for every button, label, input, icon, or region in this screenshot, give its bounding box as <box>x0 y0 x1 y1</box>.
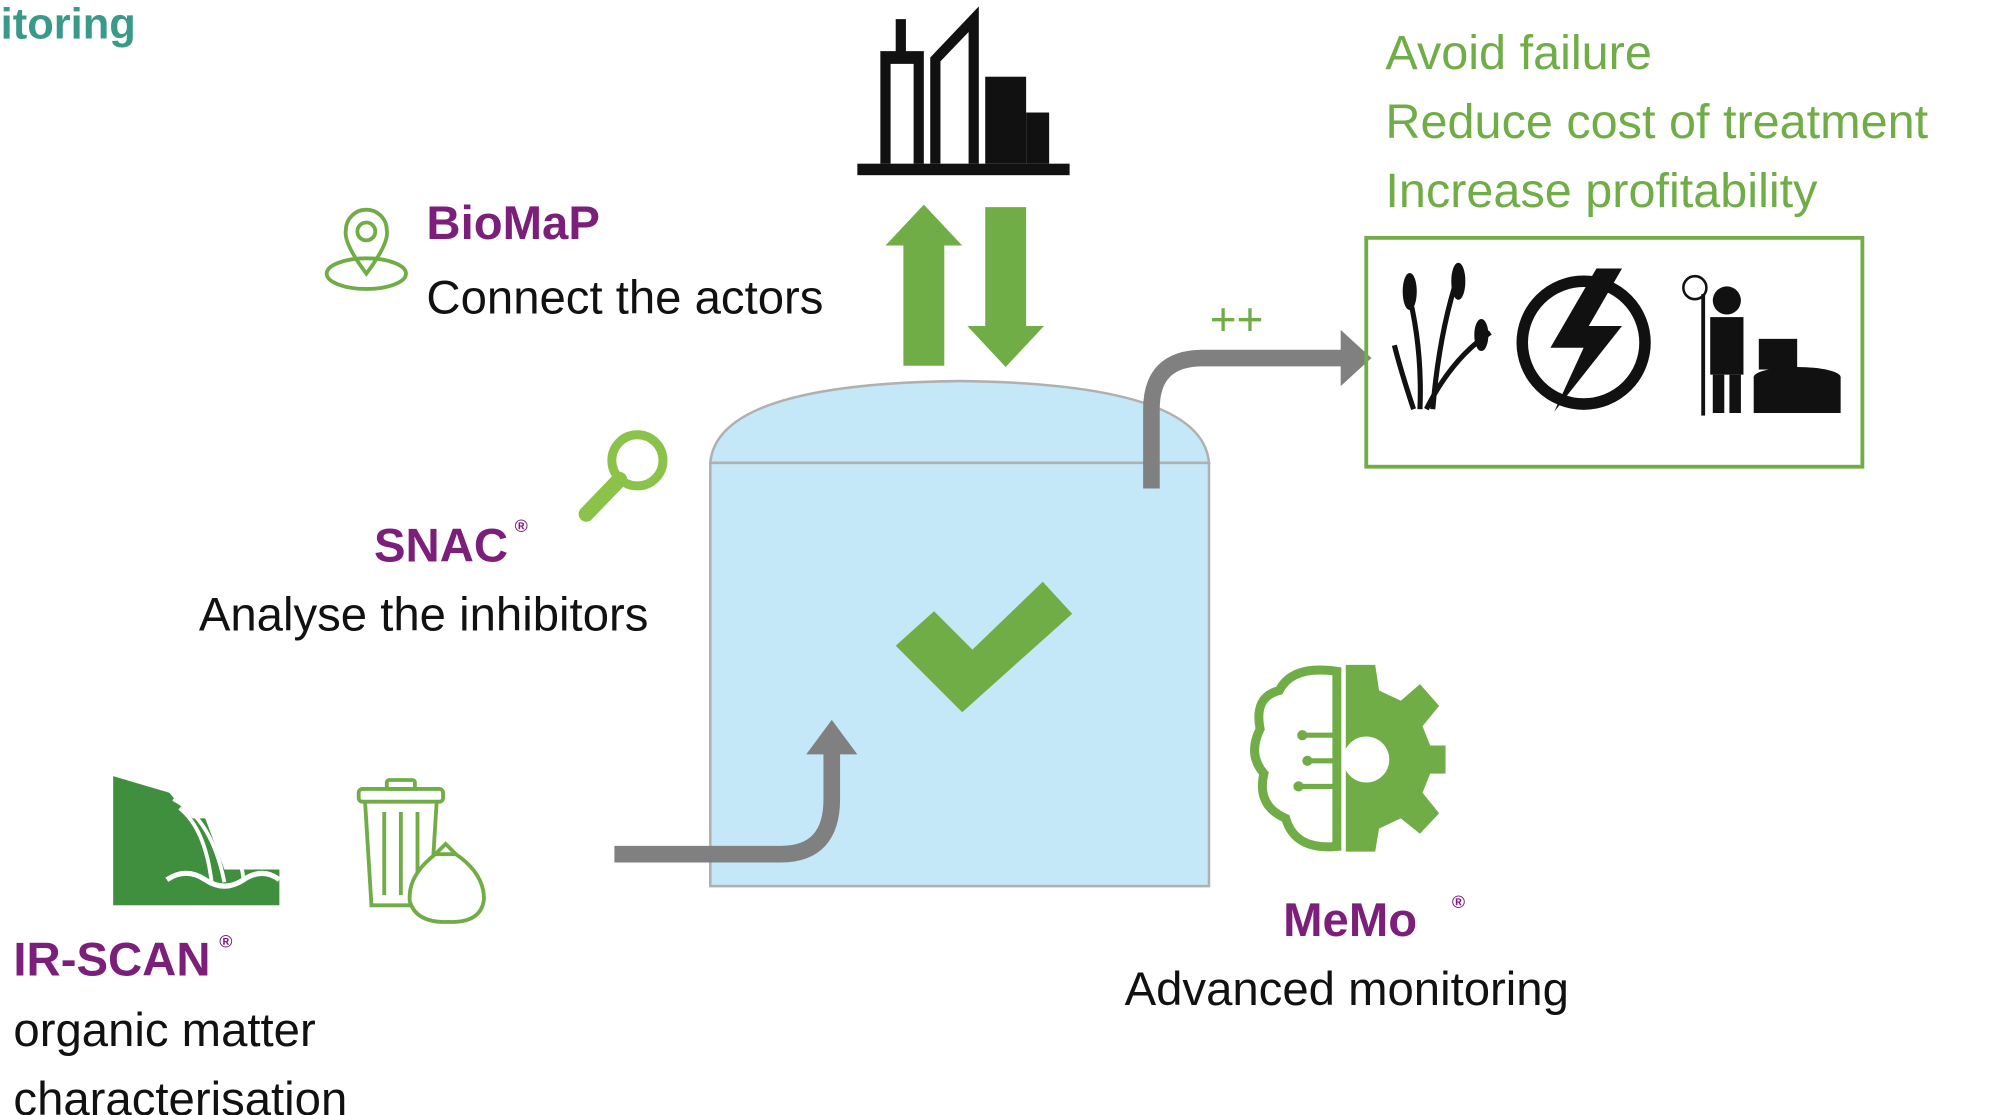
location-icon-part <box>357 222 375 240</box>
benefit-box-part-part <box>1403 274 1416 310</box>
magnifier-icon <box>586 435 663 514</box>
benefit-box-part-part <box>1701 294 1705 415</box>
benefit-box-part-part <box>1729 375 1741 413</box>
tool-description: Connect the actors <box>426 271 823 324</box>
tool-description: Analyse the inhibitors <box>199 588 649 641</box>
tool-name: MeMo <box>1283 894 1417 947</box>
brain-gear-icon-part <box>1297 730 1307 740</box>
registered-mark: ® <box>515 516 528 536</box>
page: {"header": {"title": "itoring"}, "benefi… <box>0 0 1996 1115</box>
exchange-arrows <box>885 205 1044 367</box>
brain-gear-icon-part <box>1302 756 1312 766</box>
benefit: Avoid failure <box>1385 26 1651 80</box>
benefit-box <box>1366 238 1862 467</box>
exchange-arrows-part <box>885 205 962 366</box>
factory-icon-part <box>880 19 923 163</box>
benefit-box-part <box>1394 263 1490 409</box>
benefit-box-part <box>1683 276 1706 299</box>
benefit-box-part-part <box>1713 286 1741 314</box>
diagram: itoring ++ Avoid failure Reduce cost of … <box>0 0 1996 1115</box>
outfall-icon-part <box>113 776 279 905</box>
digester-tank-part <box>710 381 1209 463</box>
brain-gear-icon <box>1255 665 1446 852</box>
tool-name: BioMaP <box>426 197 599 250</box>
trash-icon-part <box>359 789 443 802</box>
digester-tank <box>710 381 1209 886</box>
trash-icon <box>359 780 484 922</box>
brain-gear-icon-part <box>1293 781 1303 791</box>
factory-icon-part <box>1026 113 1049 164</box>
tool-description: organic matter <box>13 1004 315 1057</box>
page-title: itoring <box>1 0 136 48</box>
tool-description: characterisation <box>13 1073 347 1115</box>
benefit-box-part-part <box>1710 317 1743 375</box>
tool-name: IR-SCAN <box>13 934 210 987</box>
registered-mark: ® <box>1452 892 1465 912</box>
benefit-box-part-part <box>1452 263 1465 299</box>
benefit: Increase profitability <box>1385 164 1818 218</box>
benefit: Reduce cost of treatment <box>1385 95 1928 149</box>
tool-description: Advanced monitoring <box>1125 963 1569 1016</box>
factory-icon-part <box>985 77 1026 164</box>
brain-gear-icon-part <box>1343 737 1389 783</box>
benefit-box-part-part <box>1475 320 1488 351</box>
tool-name: SNAC <box>374 519 508 572</box>
exchange-arrows-part <box>967 207 1044 367</box>
benefit-box-part-part <box>1713 375 1725 413</box>
gain-label: ++ <box>1209 293 1263 345</box>
location-icon <box>327 210 406 289</box>
benefit-box-part-part <box>1754 377 1841 413</box>
outfall-icon <box>113 776 279 905</box>
factory-icon <box>857 6 1069 175</box>
magnifier-icon-part <box>586 480 619 515</box>
factory-icon-part <box>857 164 1069 176</box>
factory-icon-part <box>930 6 979 163</box>
benefit-box-part-part <box>1759 339 1797 370</box>
registered-mark: ® <box>219 931 232 951</box>
benefit-box-part <box>1701 286 1840 415</box>
trash-icon-part <box>410 854 484 922</box>
